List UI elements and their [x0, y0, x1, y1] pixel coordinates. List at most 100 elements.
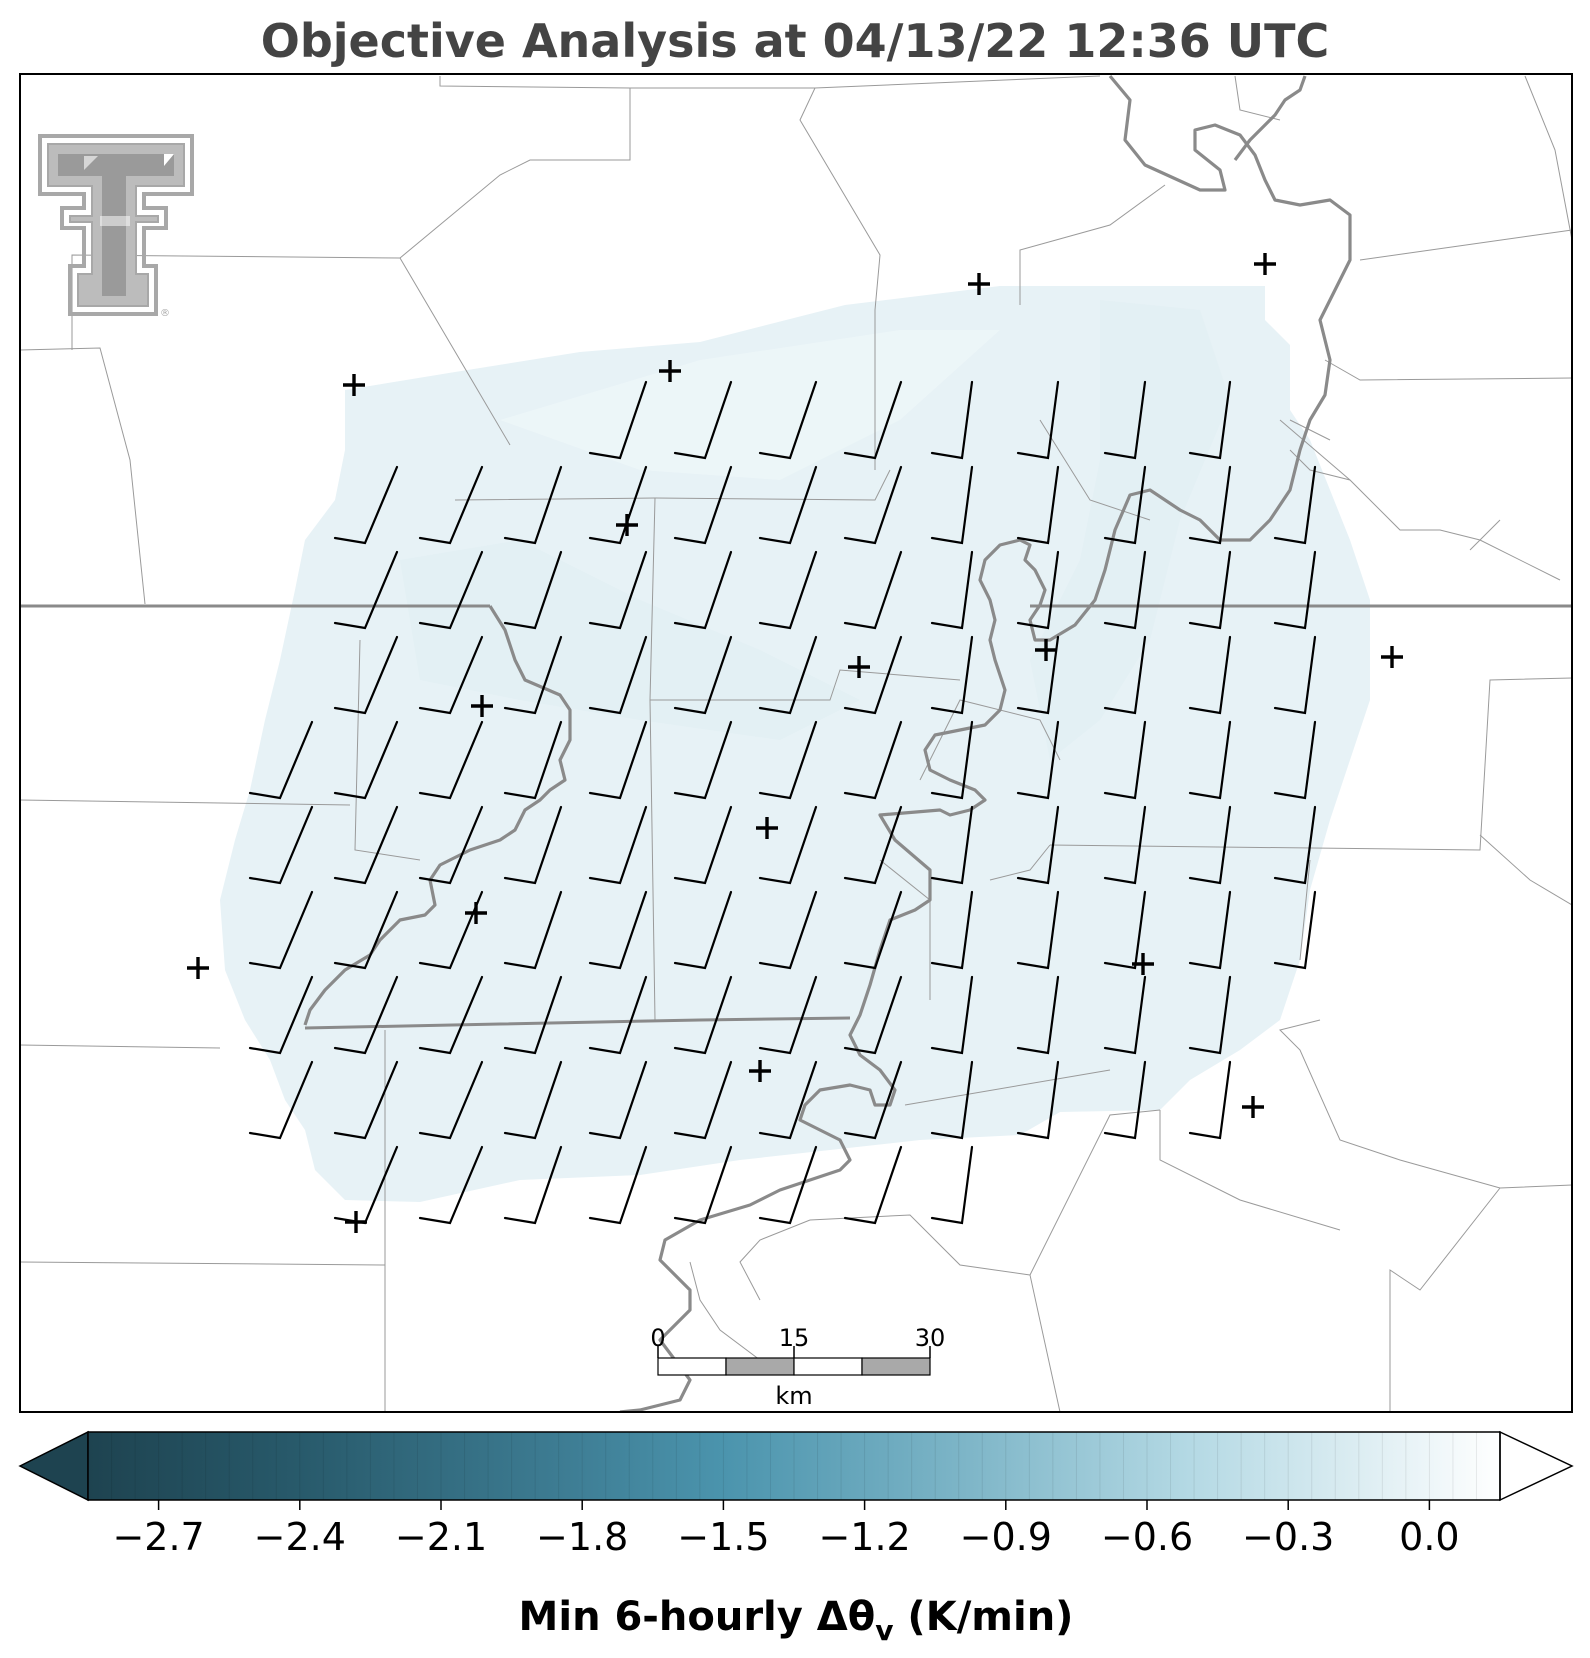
wind-barb — [673, 975, 733, 1055]
wind-barb — [503, 720, 563, 800]
map-panel: ® 0 15 30 km — [20, 74, 1572, 1412]
wind-barb — [333, 465, 399, 545]
wind-barb — [758, 465, 818, 545]
colorbar-tick-label: −2.4 — [254, 1515, 346, 1559]
wind-barb — [1103, 465, 1147, 545]
wind-barb — [673, 550, 733, 630]
wind-barb — [503, 465, 563, 545]
wind-barb — [1103, 975, 1147, 1055]
colorbar-tick-label: −0.9 — [960, 1515, 1052, 1559]
wind-barb — [673, 720, 733, 800]
wind-barb — [843, 890, 903, 970]
wind-barb — [503, 890, 563, 970]
wind-barb — [758, 805, 818, 885]
wind-barb — [673, 635, 733, 715]
colorbar-tick-label: −1.5 — [677, 1515, 769, 1559]
wind-barb — [930, 1060, 974, 1140]
wind-barb — [248, 975, 314, 1055]
wind-barb — [418, 1145, 484, 1225]
wind-barb — [418, 1060, 484, 1140]
map-frame — [19, 73, 1573, 1413]
wind-barb — [333, 805, 399, 885]
wind-barb — [1188, 550, 1232, 630]
wind-barb — [588, 380, 648, 460]
wind-barb — [843, 635, 903, 715]
scale-label-0: 0 — [650, 1324, 665, 1352]
wind-barb — [1188, 1060, 1232, 1140]
wind-barb — [1016, 720, 1060, 800]
wind-barb — [418, 635, 484, 715]
wind-barb — [758, 1060, 818, 1140]
station-marker — [1035, 639, 1057, 661]
wind-barb — [843, 975, 903, 1055]
wind-barb — [333, 1060, 399, 1140]
wind-barb — [248, 890, 314, 970]
wind-barb — [503, 805, 563, 885]
wind-barb — [1273, 720, 1317, 800]
wind-barb — [503, 550, 563, 630]
wind-barb — [758, 380, 818, 460]
wind-barb — [333, 890, 399, 970]
wind-barb — [673, 890, 733, 970]
scale-label-15: 15 — [779, 1324, 810, 1352]
wind-barb — [1188, 465, 1232, 545]
wind-barb — [1273, 635, 1317, 715]
station-marker — [756, 817, 778, 839]
wind-barb — [1016, 1060, 1060, 1140]
colorbar-tick-label: 0.0 — [1399, 1515, 1459, 1559]
wind-barb — [588, 975, 648, 1055]
station-marker — [1132, 953, 1154, 975]
wind-barb — [673, 380, 733, 460]
colorbar: −2.7 −2.4 −2.1 −1.8 −1.5 −1.2 −0.9 −0.6 −0.3 0.0 … — [18, 1430, 1574, 1647]
wind-barb — [930, 1145, 974, 1225]
station-marker — [968, 273, 990, 295]
colorbar-extend-high — [1499, 1430, 1574, 1502]
wind-barb — [1016, 550, 1060, 630]
colorbar-tick-label: −2.1 — [395, 1515, 487, 1559]
station-marker — [616, 514, 638, 536]
wind-barb — [418, 975, 484, 1055]
colorbar-tick-label: −0.3 — [1242, 1515, 1334, 1559]
wind-barb — [1103, 635, 1147, 715]
wind-barb — [1188, 805, 1232, 885]
wind-barb — [1016, 465, 1060, 545]
wind-barb — [843, 550, 903, 630]
wind-barb — [843, 805, 903, 885]
wind-barb — [673, 465, 733, 545]
wind-barb — [758, 550, 818, 630]
wind-barb — [758, 720, 818, 800]
wind-barb — [1188, 890, 1232, 970]
colorbar-ticks: −2.7 −2.4 −2.1 −1.8 −1.5 −1.2 −0.9 −0.6 −0.3 0.0 — [112, 1500, 1460, 1559]
wind-barb — [333, 550, 399, 630]
wind-barb — [1016, 380, 1060, 460]
wind-barb — [248, 805, 314, 885]
wind-barb — [1273, 550, 1317, 630]
wind-barb — [503, 635, 563, 715]
county-lines — [20, 75, 1572, 1412]
wind-barb — [588, 550, 648, 630]
wind-barb — [843, 380, 903, 460]
wind-barb — [1103, 890, 1147, 970]
wind-barb — [588, 1060, 648, 1140]
svg-text:®: ® — [160, 308, 170, 319]
wind-barb — [1188, 720, 1232, 800]
station-marker — [471, 695, 493, 717]
wind-barb — [1016, 805, 1060, 885]
wind-barb — [1016, 635, 1060, 715]
station-marker — [343, 374, 365, 396]
wind-barb — [248, 1060, 314, 1140]
wind-barb — [333, 975, 399, 1055]
colorbar-extend-low — [18, 1430, 89, 1502]
wind-barb — [1188, 380, 1232, 460]
wind-barb — [758, 975, 818, 1055]
wind-barb — [930, 720, 974, 800]
station-markers — [187, 253, 1403, 1233]
wind-barb — [588, 635, 648, 715]
wind-barb — [930, 550, 974, 630]
scale-label-30: 30 — [915, 1324, 946, 1352]
wind-barb — [248, 720, 314, 800]
wind-barb — [1103, 550, 1147, 630]
wind-barb — [843, 1060, 903, 1140]
station-marker — [1254, 253, 1276, 275]
colorbar-tick-label: −1.2 — [818, 1515, 910, 1559]
